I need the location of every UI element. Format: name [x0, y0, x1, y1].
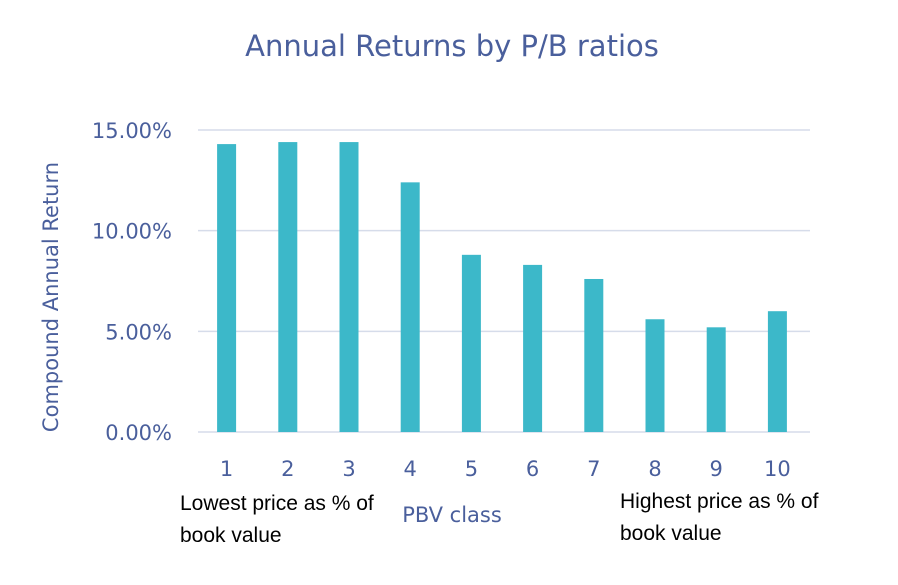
low-price-note: Lowest price as % of book value — [180, 488, 374, 552]
y-tick-label: 15.00% — [92, 119, 172, 143]
x-tick-label: 7 — [587, 457, 600, 481]
low-price-note-line-2: book value — [180, 524, 282, 547]
high-price-note-line-1: Highest price as % of — [620, 490, 819, 513]
x-axis-title: PBV class — [402, 503, 502, 527]
bar-5 — [461, 254, 481, 432]
x-tick-label: 3 — [342, 457, 355, 481]
bar-9 — [706, 327, 726, 432]
bars — [217, 142, 787, 433]
bar-4 — [400, 182, 420, 432]
y-axis-title: Compound Annual Return — [39, 162, 63, 432]
y-tick-label: 0.00% — [105, 421, 172, 445]
y-tick-label: 10.00% — [92, 220, 172, 244]
low-price-note-line-1: Lowest price as % of — [180, 492, 374, 515]
bar-8 — [645, 319, 665, 432]
x-tick-label: 2 — [281, 457, 294, 481]
chart-title: Annual Returns by P/B ratios — [245, 29, 659, 63]
bar-3 — [339, 142, 359, 432]
x-tick-label: 10 — [764, 457, 791, 481]
x-tick-label: 4 — [404, 457, 417, 481]
high-price-note: Highest price as % of book value — [620, 486, 818, 550]
high-price-note-line-2: book value — [620, 522, 722, 545]
y-tick-label: 5.00% — [105, 320, 172, 344]
x-tick-label: 6 — [526, 457, 539, 481]
x-tick-label: 1 — [220, 457, 233, 481]
x-tick-label: 8 — [648, 457, 661, 481]
x-tick-label: 9 — [710, 457, 723, 481]
x-tick-label: 5 — [465, 457, 478, 481]
x-tick-labels: 1 2 3 4 5 6 7 8 9 10 — [220, 457, 791, 481]
bar-7 — [584, 278, 604, 432]
bar-2 — [278, 142, 298, 432]
y-tick-labels: 0.00% 5.00% 10.00% 15.00% — [92, 119, 172, 445]
bar-10 — [767, 311, 787, 432]
bar-1 — [217, 144, 237, 433]
bar-6 — [523, 264, 543, 432]
